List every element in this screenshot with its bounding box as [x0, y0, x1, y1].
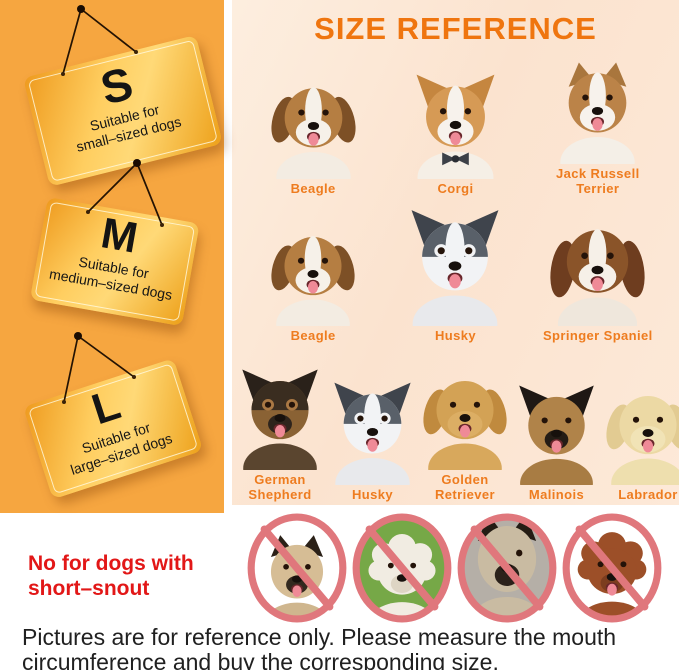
- dog-rows: Beagle Corgi Jack Russell Terrier Beagle Hus…: [232, 47, 679, 503]
- dog-illustration: [606, 396, 679, 486]
- prohibited-dog-pug: [246, 513, 348, 623]
- breed-label: Golden Retriever: [435, 472, 495, 503]
- dog-springer-spaniel: Springer Spaniel: [527, 214, 669, 344]
- breed-label: Husky: [434, 328, 476, 344]
- prohibition-sign-icon: [562, 513, 662, 623]
- dog-beagle: Beagle: [242, 222, 384, 344]
- breed-label: Husky: [351, 487, 394, 503]
- dog-illustration: [334, 382, 411, 486]
- dog-illustration: [560, 62, 636, 165]
- size-tags-sidebar: S Suitable for small–sized dogs M Suitab…: [0, 0, 224, 513]
- breed-label: Jack Russell Terrier: [556, 166, 640, 197]
- dog-illustration: [519, 385, 594, 486]
- dog-illustration: [412, 210, 499, 327]
- prohibited-dog-white-poodle-puppy: [351, 513, 453, 623]
- prohibited-dogs-list: [246, 513, 663, 623]
- dog-row-1: Beagle Corgi Jack Russell Terrier: [232, 47, 679, 197]
- dog-illustration: [271, 87, 356, 180]
- prohibited-dog-toy-poodle: [561, 513, 663, 623]
- warning-text: No for dogs with short–snout: [28, 552, 194, 602]
- dog-jack-russell-terrier: Jack Russell Terrier: [527, 58, 669, 197]
- size-tag-medium: M Suitable for medium–sized dogs: [29, 197, 200, 327]
- dog-corgi: Corgi: [384, 71, 526, 197]
- breed-label: Beagle: [290, 181, 336, 197]
- dog-malinois: Malinois: [511, 382, 602, 503]
- breed-label: Corgi: [437, 181, 474, 197]
- dog-german-shepherd: German Shepherd: [234, 366, 326, 503]
- dog-golden-retriever: Golden Retriever: [419, 366, 511, 503]
- prohibition-sign-icon: [247, 513, 347, 623]
- breed-label: Labrador: [618, 487, 678, 503]
- dog-illustration: [242, 369, 318, 471]
- size-tag-small: S Suitable for small–sized dogs: [23, 34, 223, 187]
- size-tag-large: L Suitable for large–sized dogs: [23, 358, 204, 500]
- dog-husky: Husky: [384, 206, 526, 344]
- breed-label: German Shepherd: [248, 472, 312, 503]
- breed-label: Springer Spaniel: [542, 328, 653, 344]
- dog-row-2: Beagle Husky Springer Spaniel: [232, 197, 679, 344]
- size-reference-panel: SIZE REFERENCE Beagle Corgi Jack Russell T…: [232, 0, 679, 505]
- prohibited-dog-pug-closeup: [456, 513, 558, 623]
- dog-husky: Husky: [326, 379, 419, 503]
- prohibition-sign-icon: [352, 513, 452, 623]
- reference-note: Pictures are for reference only. Please …: [22, 624, 617, 670]
- dog-illustration: [550, 229, 645, 327]
- breed-label: Beagle: [290, 328, 336, 344]
- warning-line2: short–snout: [28, 576, 150, 600]
- dog-labrador: Labrador: [602, 381, 679, 503]
- warning-line1: No for dogs with: [28, 552, 194, 575]
- dog-illustration: [416, 74, 495, 180]
- warning-section: No for dogs with short–snout Pictures ar…: [0, 513, 679, 670]
- page-title: SIZE REFERENCE: [314, 11, 597, 46]
- dog-illustration: [271, 236, 355, 327]
- breed-label: Malinois: [528, 487, 585, 503]
- prohibition-sign-icon: [457, 513, 557, 623]
- dog-beagle: Beagle: [242, 73, 384, 197]
- dog-illustration: [423, 381, 507, 471]
- dog-row-3: German Shepherd Husky Golden Retriever Mali…: [232, 344, 679, 503]
